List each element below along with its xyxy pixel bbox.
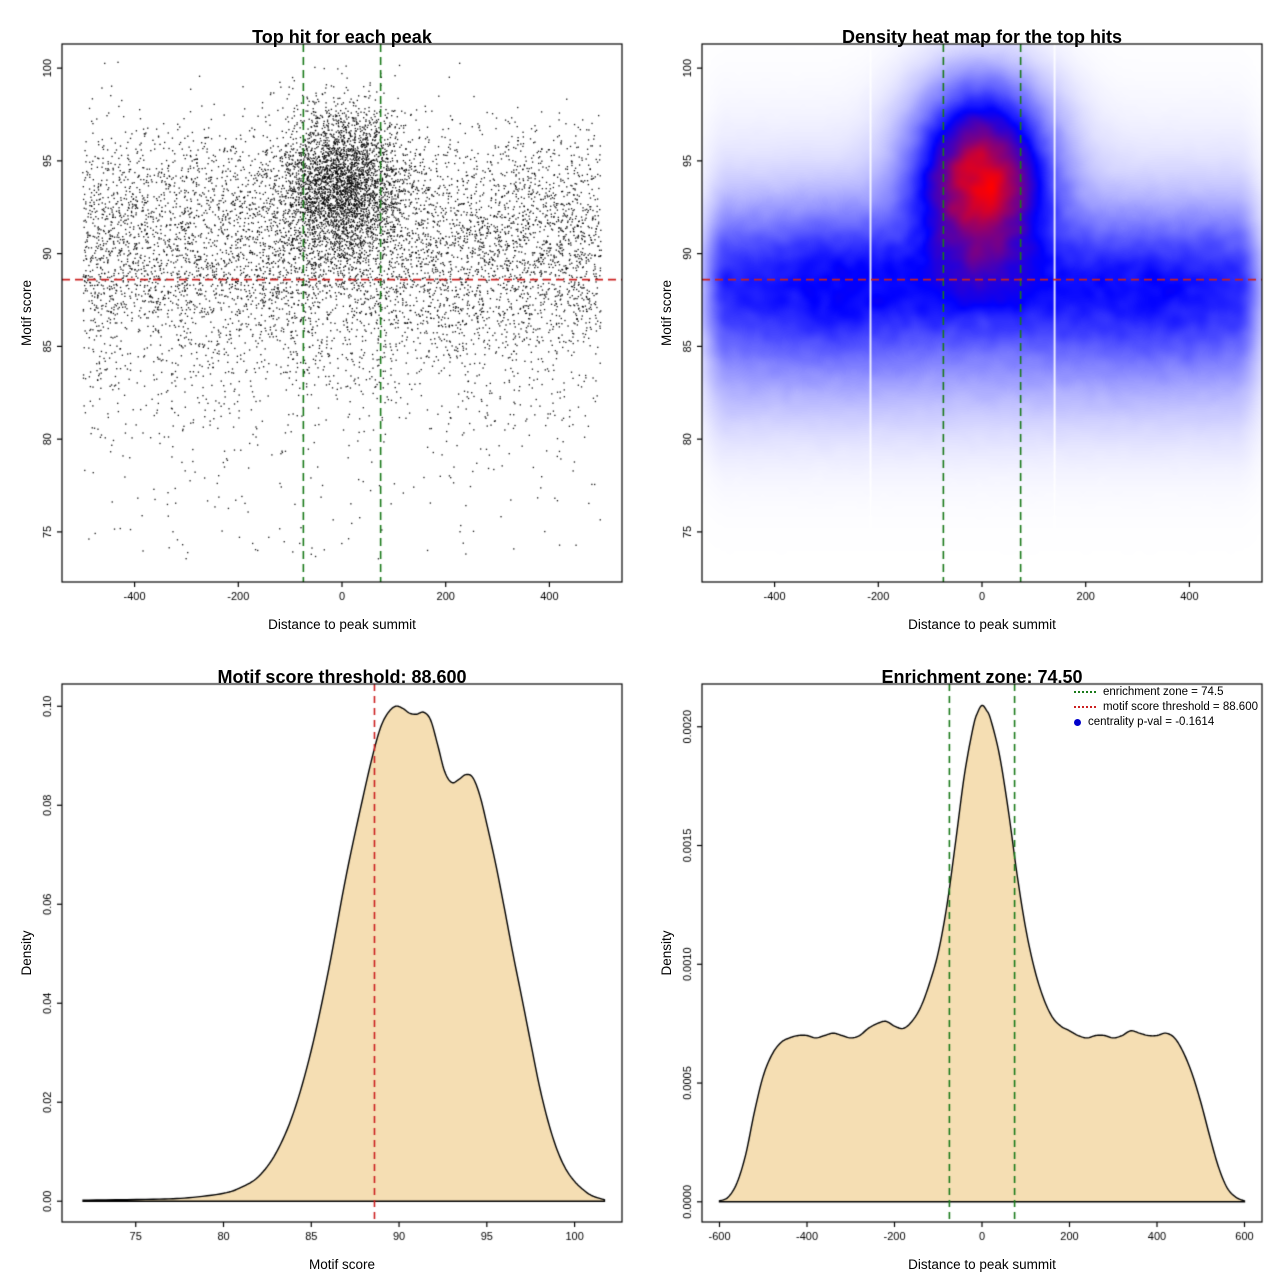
legend-item-score-threshold: motif score threshold = 88.600 [1073, 701, 1258, 713]
panel-density-heatmap: Density heat map for the top hits Distan… [640, 0, 1280, 640]
dotted-line-swatch-red [1073, 706, 1096, 708]
y-axis-label: Motif score [19, 279, 34, 347]
scatter-plot-canvas [0, 0, 640, 640]
dotted-line-swatch-green [1073, 691, 1096, 693]
x-axis-label: Distance to peak summit [908, 617, 1056, 632]
panel-title: Enrichment zone: 74.50 [881, 666, 1083, 687]
legend-item-centrality-pval: centrality p-val = -0.1614 [1073, 716, 1258, 728]
heatmap-plot-canvas [640, 0, 1280, 640]
panel-title: Top hit for each peak [252, 26, 432, 47]
panel-top-hits-scatter: Top hit for each peak Distance to peak s… [0, 0, 640, 640]
panel-motif-score-density: Motif score threshold: 88.600 Motif scor… [0, 640, 640, 1280]
panel-title: Motif score threshold: 88.600 [217, 666, 467, 687]
panel-distance-density: Enrichment zone: 74.50 Distance to peak … [640, 640, 1280, 1280]
score-density-canvas [0, 640, 640, 1280]
x-axis-label: Distance to peak summit [908, 1257, 1056, 1272]
legend-label: enrichment zone = 74.5 [1102, 686, 1224, 698]
distance-density-canvas [640, 640, 1280, 1280]
panel-title: Density heat map for the top hits [841, 26, 1123, 47]
y-axis-label: Motif score [659, 279, 674, 347]
legend: enrichment zone = 74.5 motif score thres… [1073, 686, 1258, 728]
x-axis-label: Motif score [308, 1257, 376, 1272]
legend-item-enrichment-zone: enrichment zone = 74.5 [1073, 686, 1258, 698]
point-swatch-blue [1073, 718, 1081, 726]
x-axis-label: Distance to peak summit [268, 617, 416, 632]
legend-label: motif score threshold = 88.600 [1102, 701, 1258, 713]
y-axis-label: Density [659, 930, 674, 976]
legend-label: centrality p-val = -0.1614 [1087, 716, 1215, 728]
y-axis-label: Density [19, 930, 34, 976]
